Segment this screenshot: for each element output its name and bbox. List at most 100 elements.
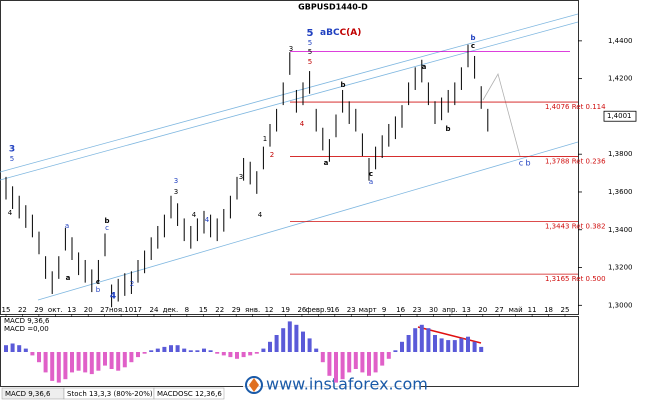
x-tick-label: 13 — [67, 306, 76, 314]
y-tick-label: 1,3000 — [608, 301, 633, 309]
channel-line — [37, 141, 579, 301]
macd-bar — [202, 348, 206, 352]
macd-bar — [142, 352, 147, 354]
macd-bar — [37, 352, 41, 363]
macd-bar — [426, 328, 431, 352]
wave-label: 5 — [307, 28, 314, 39]
macd-bar — [459, 338, 464, 352]
macd-bar — [30, 352, 35, 356]
wave-label: c — [471, 42, 475, 50]
watermark-logo — [249, 378, 259, 392]
wave-label: b — [96, 286, 101, 294]
wave-label: 5 — [308, 58, 312, 66]
macd-bar — [320, 352, 325, 363]
macd-bar — [188, 350, 193, 352]
macd-bar — [175, 345, 180, 352]
watermark-bg — [243, 374, 421, 396]
macd-bar — [261, 348, 266, 352]
x-tick-label: 16 — [396, 306, 405, 314]
y-tick-label: 1,3400 — [608, 226, 633, 234]
tab-label[interactable]: MACDOSC 12,36,6 — [157, 390, 222, 398]
tab-label[interactable]: Stoch 13,3,3 (80%-20%) — [67, 390, 153, 398]
y-tick-label: 1,3200 — [608, 264, 633, 272]
x-tick-label: 15 — [199, 306, 208, 314]
macd-bar — [10, 343, 15, 352]
macd-bar — [235, 352, 239, 359]
x-tick-label: 20 — [84, 306, 93, 314]
macd-bar — [419, 324, 424, 352]
wave-label: 5 — [10, 155, 14, 163]
channel-line — [0, 13, 579, 173]
macd-bar — [268, 341, 272, 352]
tab-label[interactable]: MACD 9,36,6 — [5, 390, 51, 398]
wave-label: 4 — [300, 120, 305, 128]
wave-label: a — [369, 178, 373, 186]
macd-title: MACD 9,36,6 — [4, 317, 50, 325]
wave-label: c — [369, 170, 373, 178]
x-tick-label: 8 — [185, 306, 189, 314]
x-tick-label: 30 — [429, 306, 438, 314]
y-tick-label: 1,4200 — [608, 75, 633, 83]
macd-bar — [4, 345, 8, 352]
macd-bar — [281, 328, 286, 352]
wave-label: 3 — [174, 177, 178, 185]
main-frame — [0, 0, 579, 315]
wave-label: b — [104, 217, 109, 225]
macd-bar — [393, 350, 398, 352]
macd-bar — [373, 352, 378, 373]
wave-header-part: B — [326, 28, 333, 38]
macd-bar — [433, 335, 437, 352]
macd-bar — [452, 340, 457, 352]
macd-bar — [479, 346, 484, 352]
x-tick-label: март — [359, 306, 377, 314]
macd-bar — [208, 350, 213, 352]
macd-bar — [89, 352, 94, 375]
macd-bar — [129, 352, 134, 363]
y-tick-label: 1,3600 — [608, 188, 633, 196]
x-tick-label: 17 — [133, 306, 142, 314]
x-tick-label: 24 — [150, 306, 159, 314]
tabs: MACD 9,36,6 Stoch 13,3,3 (80%-20%) MACDO… — [1, 387, 225, 400]
tab[interactable] — [153, 387, 225, 400]
x-tick-label: 9 — [382, 306, 386, 314]
wave-label: 5 — [308, 48, 312, 56]
macd-bar — [23, 348, 28, 352]
level-label: 1,3788 Ret 0.236 — [545, 157, 606, 165]
macd-bar — [254, 352, 259, 354]
wave-header-part: a — [320, 28, 326, 38]
wave-label: 3 — [289, 45, 293, 53]
macd-bar — [314, 348, 319, 352]
wave-label: b — [525, 159, 530, 168]
x-tick-label: 27 — [495, 306, 504, 314]
x-tick-label: 18 — [544, 306, 553, 314]
wave-label: c — [96, 278, 100, 286]
x-tick-label: окт. — [48, 306, 63, 314]
macd-bar — [83, 352, 88, 373]
macd-bar — [76, 352, 81, 371]
wave-label: 1 — [263, 135, 267, 143]
macd-bar — [96, 352, 101, 371]
x-tick-label: 22 — [18, 306, 27, 314]
wave-label: 2 — [270, 151, 274, 159]
macd-bar — [274, 335, 279, 352]
wave-label: a — [422, 63, 427, 71]
x-tick-label: февр.9 — [306, 306, 332, 314]
chart-title: GBPUSD1440-D — [298, 3, 368, 12]
macd-bar — [169, 345, 173, 352]
wave-label: 4 — [205, 216, 210, 224]
wave-label: 4 — [110, 292, 116, 302]
macd-bar — [136, 352, 140, 358]
x-tick-label: 29 — [232, 306, 241, 314]
wave-label: 4 — [8, 209, 13, 217]
wave-header-part: C — [333, 28, 340, 38]
x-tick-label: май — [509, 306, 523, 314]
macd-bar — [50, 352, 55, 381]
macd-bar — [43, 352, 48, 373]
macd-bar — [287, 321, 292, 352]
macd-bar — [380, 352, 385, 366]
x-tick-label: 16 — [330, 306, 339, 314]
macd-bar — [56, 352, 61, 383]
projection-path — [482, 72, 521, 157]
macd-bar — [360, 352, 365, 373]
